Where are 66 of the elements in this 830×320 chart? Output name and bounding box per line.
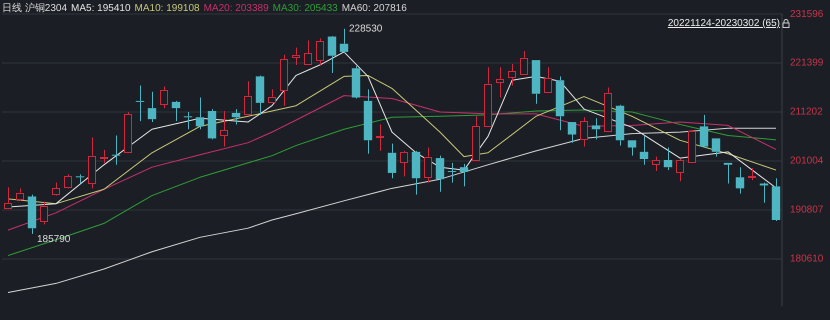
- candlestick: [76, 174, 84, 184]
- candlestick: [580, 116, 588, 148]
- candlestick: [28, 194, 36, 235]
- candlestick: [556, 76, 564, 131]
- candlestick: [628, 140, 636, 156]
- candlestick: [256, 74, 264, 116]
- candlestick: [448, 162, 456, 184]
- candlestick: [184, 111, 192, 130]
- candlestick: [196, 97, 204, 130]
- candlestick: [328, 36, 336, 74]
- text: MA20: 203389: [204, 3, 269, 14]
- y-tick-label: 201004: [790, 156, 824, 167]
- candlestick: [148, 91, 156, 123]
- candlestick: [484, 66, 492, 127]
- y-tick-label: 211202: [790, 106, 824, 118]
- candlestick: [112, 134, 120, 166]
- candlestick: [352, 65, 360, 100]
- y-tick-label: 190807: [790, 204, 824, 216]
- candlestick: [544, 66, 552, 93]
- y-tick-label: 221399: [790, 58, 824, 69]
- candlestick: [760, 182, 768, 204]
- chart-subtitle: 20221124-20230302 (65): [668, 18, 780, 29]
- candlestick: [424, 147, 432, 184]
- candlestick: [388, 143, 396, 179]
- candlestick: [292, 47, 300, 66]
- candlestick: [700, 114, 708, 148]
- candlestick: [160, 86, 168, 109]
- text: MA60: 207816: [342, 3, 407, 14]
- candlestick: [400, 150, 408, 177]
- candlestick: [508, 63, 516, 86]
- candlestick: [592, 118, 600, 140]
- candlestick: [172, 100, 180, 122]
- candlestick: [280, 54, 288, 106]
- candlestick: [652, 156, 660, 172]
- candlestick: [460, 163, 468, 187]
- text: MA30: 205433: [272, 3, 338, 14]
- candlestick: [664, 147, 672, 171]
- candlestick: [220, 110, 228, 148]
- candlestick: [4, 186, 12, 210]
- candlestick: [736, 166, 744, 194]
- text: MA10: 199108: [134, 3, 200, 14]
- chart-title: 日线 沪铜2304: [2, 3, 68, 14]
- candlestick: [136, 85, 144, 122]
- candlestick: [568, 122, 576, 144]
- candlestick: [88, 136, 96, 189]
- candlestick: [100, 149, 108, 164]
- candlestick: [676, 158, 684, 182]
- candlestick: [712, 138, 720, 158]
- candlestick: [412, 150, 420, 196]
- y-tick-label: 231596: [790, 8, 824, 20]
- candlestick: [340, 28, 348, 54]
- candlestick: [724, 162, 732, 184]
- text: MA5: 195410: [71, 3, 131, 14]
- candlestick: [436, 155, 444, 192]
- candlestick: [748, 168, 756, 181]
- candlestick: [772, 178, 780, 222]
- candlestick: [244, 80, 252, 116]
- annotation: 228530: [349, 23, 383, 34]
- y-tick-label: 180610: [790, 254, 824, 265]
- candlestick: [304, 40, 312, 66]
- candlestick: [376, 124, 384, 152]
- candlestick: [496, 66, 504, 98]
- candlestick: [520, 50, 528, 75]
- candlestick: [208, 108, 216, 140]
- candlestick: [640, 134, 648, 166]
- candlestick: [364, 88, 372, 154]
